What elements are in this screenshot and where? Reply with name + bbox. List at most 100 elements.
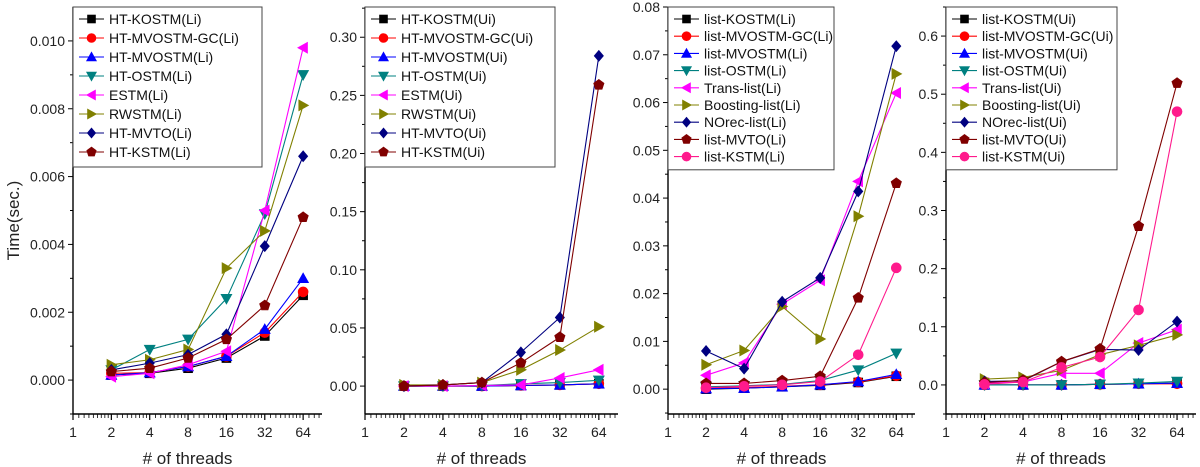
legend-item: HT-MVTO(Ui)	[371, 125, 486, 141]
legend-label: Trans-list(Ui)	[982, 80, 1062, 96]
legend-item: list-MVTO(Ui)	[952, 131, 1067, 147]
y-tick-label: 0.03	[633, 238, 660, 254]
data-point	[259, 299, 271, 311]
legend-box	[945, 6, 1118, 171]
data-point	[890, 348, 903, 360]
y-tick-label: 0.004	[30, 236, 65, 252]
legend-label: list-MVOSTM-GC(Li)	[704, 28, 833, 44]
series-list-OSTM(Ui)	[978, 376, 1184, 392]
data-point	[105, 365, 117, 377]
x-tick-label: 2	[400, 424, 408, 440]
legend-item: HT-KSTM(Ui)	[371, 144, 485, 160]
data-point	[554, 331, 566, 343]
x-tick-label: 32	[257, 424, 273, 440]
x-tick-label: 4	[1019, 424, 1027, 440]
data-point	[852, 292, 864, 303]
x-axis-label: # of threads	[437, 449, 527, 467]
legend-item: RWSTM(Ui)	[371, 106, 476, 122]
legend-label: list-KSTM(Li)	[704, 149, 785, 165]
legend-label: NOrec-list(Ui)	[982, 114, 1067, 130]
legend-box	[72, 6, 263, 168]
data-point	[1094, 379, 1107, 391]
series-line	[705, 73, 897, 366]
series-line	[403, 84, 600, 387]
data-point	[298, 150, 309, 163]
y-tick-label: 0.07	[633, 47, 660, 63]
series-list-MVOSTM(Li)	[700, 368, 903, 394]
y-tick-label: 0.0	[919, 377, 939, 393]
legend-item: NOrec-list(Li)	[674, 114, 786, 130]
legend-label: list-MVOSTM(Li)	[704, 45, 807, 61]
legend-label: ESTM(Ui)	[401, 87, 462, 103]
data-point	[1132, 378, 1145, 390]
y-tick-label: 0.6	[919, 28, 939, 44]
data-point	[592, 375, 605, 387]
series-line	[403, 369, 599, 387]
legend-label: ESTM(Li)	[109, 87, 168, 103]
legend-marker	[86, 33, 97, 43]
legend-label: HT-KOSTM(Li)	[109, 11, 202, 27]
data-point	[476, 376, 488, 388]
data-point	[1133, 304, 1144, 316]
legend-marker	[958, 47, 971, 58]
legend-item: list-MVOSTM-GC(Li)	[674, 28, 833, 44]
legend-marker	[378, 33, 389, 43]
data-point	[220, 333, 233, 345]
legend-marker	[681, 134, 692, 144]
data-point	[220, 345, 232, 358]
data-point	[815, 332, 827, 346]
subplot-1: 0.000 0.002 0.004 0.006 0.008 0.010 1 2 4 8 16 32 64…	[4, 6, 322, 467]
subplot-4: 0.0 0.1 0.2 0.3 0.4 0.5 0.6 1 2 4 8 16 32 64 # of thre…	[919, 6, 1196, 467]
data-point	[890, 262, 902, 274]
series-line	[111, 278, 304, 376]
legend-marker	[86, 146, 97, 157]
y-tick-label: 0.5	[919, 86, 939, 102]
legend-marker	[379, 14, 388, 24]
x-tick-label: 32	[850, 424, 866, 440]
data-point	[1171, 106, 1183, 117]
y-tick-label: 0.002	[30, 304, 65, 320]
legend-marker	[959, 151, 970, 162]
legend: list-KOSTM(Li)list-MVOSTM-GC(Li)list-MVO…	[667, 6, 835, 171]
legend-label: RWSTM(Li)	[109, 106, 182, 122]
data-point	[297, 286, 309, 298]
x-tick-label: 4	[740, 424, 748, 440]
x-tick-label: 16	[219, 424, 235, 440]
series-Trans-list(Ui)	[978, 323, 1182, 390]
data-point	[891, 67, 903, 80]
legend-label: list-KSTM(Ui)	[982, 149, 1065, 165]
data-point	[890, 86, 901, 99]
data-point	[398, 380, 410, 391]
series-line	[984, 83, 1178, 384]
y-tick-label: 0.008	[30, 101, 65, 117]
data-point	[1172, 328, 1184, 341]
series-line	[984, 334, 1178, 380]
series-line	[705, 46, 897, 370]
x-tick-label: 4	[439, 424, 447, 440]
legend-label: list-MVOSTM(Ui)	[982, 45, 1088, 61]
legend-marker	[85, 51, 98, 62]
x-tick-label: 8	[184, 424, 192, 440]
data-point	[979, 379, 990, 390]
legend-label: HT-MVOSTM-GC(Ui)	[401, 30, 533, 46]
y-tick-label: 0.04	[633, 190, 660, 206]
legend-item: list-KOSTM(Ui)	[952, 11, 1076, 27]
legend-box	[667, 6, 835, 171]
data-point	[1171, 376, 1184, 388]
data-point	[555, 344, 566, 357]
x-axis-label: # of threads	[143, 449, 233, 467]
data-point	[890, 368, 903, 380]
series-list-MVOSTM(Ui)	[978, 377, 1184, 390]
y-tick-label: 0.15	[330, 204, 357, 220]
legend-label: HT-MVOSTM-GC(Li)	[109, 30, 239, 46]
series-line	[111, 105, 304, 366]
x-tick-label: 1	[664, 424, 672, 440]
data-point	[891, 40, 902, 53]
x-axis-label: # of threads	[1016, 449, 1106, 467]
series-line	[706, 352, 897, 388]
data-point	[852, 349, 864, 361]
legend-marker	[959, 116, 970, 128]
legend-label: HT-OSTM(Ui)	[401, 68, 487, 84]
legend-item: list-MVOSTM(Ui)	[952, 45, 1088, 61]
legend-label: list-KOSTM(Ui)	[982, 11, 1076, 27]
